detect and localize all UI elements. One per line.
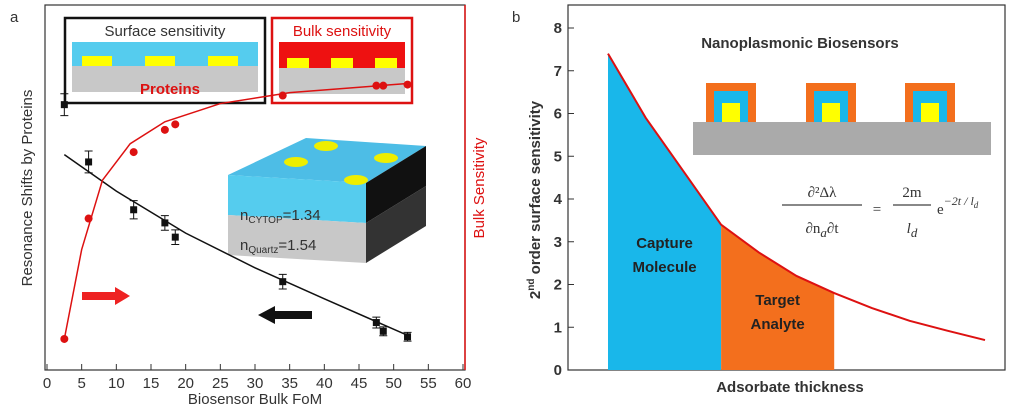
data-point: [279, 278, 287, 286]
x-tick-label: 20: [177, 375, 194, 392]
x-tick-label: 5: [77, 375, 85, 392]
disk: [287, 58, 309, 68]
disk: [284, 157, 308, 167]
annotation: Proteins: [140, 81, 200, 98]
disk: [722, 103, 740, 122]
panel-label: a: [10, 9, 19, 26]
y-tick-label: 4: [554, 191, 563, 208]
region: [721, 224, 835, 370]
y-tick-label: 5: [554, 148, 562, 165]
substrate: [279, 68, 405, 94]
region-label: Target: [755, 292, 800, 309]
region-label: Molecule: [632, 259, 696, 276]
x-tick-label: 30: [247, 375, 264, 392]
disk: [375, 58, 397, 68]
disk: [82, 56, 112, 66]
x-axis-label: Biosensor Bulk FoM: [188, 391, 322, 408]
fit-line: [63, 82, 408, 340]
equation-part: 2m: [902, 185, 922, 201]
y2-axis-label: Bulk Sensitivity: [471, 137, 488, 238]
y-tick-label: 8: [554, 20, 562, 37]
disk: [331, 58, 353, 68]
annotation: nQuartz=1.54: [240, 237, 316, 256]
chart-title: Nanoplasmonic Biosensors: [701, 35, 899, 52]
arrow: [258, 306, 312, 324]
inset-block: nCYTOP=1.34 nQuartz=1.54: [228, 138, 426, 263]
inset-bulk: Bulk sensitivity: [270, 16, 414, 105]
y-axis-label: 2nd order surface sensitivity: [526, 100, 544, 299]
data-point: [60, 101, 68, 109]
y-tick-label: 0: [554, 362, 562, 379]
panel-label: b: [512, 9, 520, 26]
y-tick-label: 1: [554, 319, 562, 336]
data-point: [404, 333, 412, 341]
block-front: [228, 215, 366, 263]
panel-b: b Nanoplasmonic Biosensors Adsorbate thi…: [512, 4, 1006, 396]
substrate: [72, 66, 258, 92]
fit-line: [63, 154, 408, 337]
x-tick-label: 55: [420, 375, 437, 392]
disk: [145, 56, 175, 66]
x-axis-label: Adsorbate thickness: [716, 379, 864, 396]
equation-part: ld: [907, 221, 918, 240]
region-label: Capture: [636, 235, 693, 252]
curve: [607, 53, 986, 342]
block-top: [228, 138, 426, 183]
inset-surface: Surface sensitivity Proteins: [63, 16, 267, 105]
x-tick-label: 15: [143, 375, 160, 392]
inset-structure: [693, 83, 991, 155]
x-tick-label: 45: [351, 375, 368, 392]
x-tick-label: 25: [212, 375, 229, 392]
equation-part: ∂na∂t: [805, 221, 839, 240]
arrow: [82, 287, 130, 305]
disk: [374, 153, 398, 163]
annotation: Surface sensitivity: [105, 23, 226, 40]
data-point: [171, 233, 179, 241]
data-point: [171, 120, 180, 129]
annotation: Bulk sensitivity: [293, 23, 392, 40]
x-tick-label: 0: [43, 375, 51, 392]
data-point: [379, 327, 387, 335]
region: [608, 53, 722, 371]
disk: [822, 103, 840, 122]
data-point: [129, 148, 138, 157]
equation-part: =: [873, 202, 881, 218]
equation-part: ∂²Δλ: [808, 185, 838, 201]
x-tick-label: 50: [385, 375, 402, 392]
y-tick-label: 7: [554, 63, 562, 80]
disk: [314, 141, 338, 151]
x-tick-label: 35: [281, 375, 298, 392]
data-point: [85, 158, 93, 166]
y-axis-label: Resonance Shifts by Proteins: [19, 90, 36, 287]
block-side: [366, 146, 426, 223]
data-point: [161, 219, 169, 227]
block-front: [228, 175, 366, 223]
substrate: [693, 122, 991, 155]
y-tick-label: 2: [554, 277, 562, 294]
disk: [344, 175, 368, 185]
x-tick-label: 60: [455, 375, 472, 392]
x-tick-label: 10: [108, 375, 125, 392]
disk: [921, 103, 939, 122]
disk: [208, 56, 238, 66]
annotation: nCYTOP=1.34: [240, 207, 321, 226]
x-tick-label: 40: [316, 375, 333, 392]
data-point: [403, 80, 412, 89]
data-point: [130, 206, 138, 214]
region-label: Analyte: [751, 316, 805, 333]
data-point: [160, 125, 169, 134]
equation: ∂²Δλ ∂na∂t = 2m ld e−2t / ld: [782, 185, 979, 240]
y-tick-label: 6: [554, 106, 562, 123]
data-point: [372, 319, 380, 327]
equation-part: e−2t / ld: [937, 194, 979, 218]
block-side: [366, 186, 426, 263]
y-tick-label: 3: [554, 234, 562, 251]
